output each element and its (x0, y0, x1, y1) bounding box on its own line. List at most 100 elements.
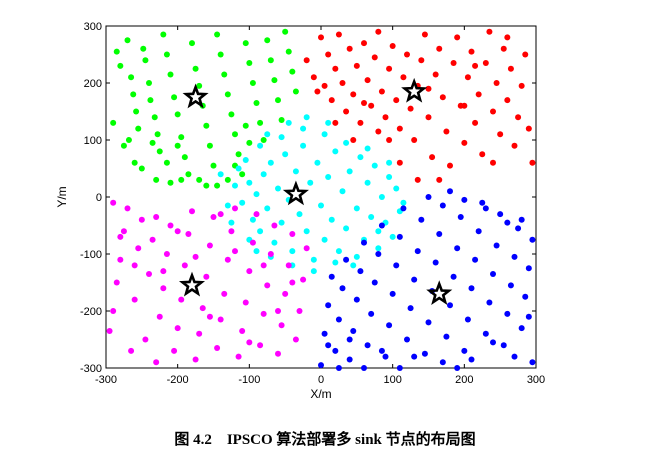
data-point (310, 256, 317, 263)
data-point (353, 62, 360, 69)
data-point (131, 296, 138, 303)
data-point (325, 342, 332, 349)
data-point (253, 211, 260, 218)
data-points (106, 28, 536, 371)
data-point (450, 273, 457, 280)
data-point (479, 199, 486, 206)
data-point (493, 80, 500, 86)
data-point (364, 179, 371, 186)
data-point (149, 139, 156, 146)
data-point (407, 105, 414, 112)
data-point (214, 182, 221, 189)
data-point (278, 117, 285, 124)
x-tick-label: 300 (527, 374, 545, 386)
data-point (479, 151, 486, 158)
data-point (328, 97, 335, 104)
data-point (310, 74, 317, 81)
data-point (486, 299, 493, 306)
data-point (214, 345, 221, 352)
data-point (515, 114, 522, 121)
data-point (325, 174, 332, 181)
data-point (267, 251, 274, 257)
data-point (228, 219, 235, 226)
y-tick-label: -100 (80, 249, 102, 261)
data-point (303, 114, 310, 121)
sink-star-icon (282, 180, 309, 206)
data-point (368, 102, 375, 109)
data-point (203, 273, 210, 280)
data-point (447, 188, 453, 195)
data-point (497, 131, 504, 138)
data-point (174, 325, 181, 332)
data-point (425, 85, 432, 92)
data-point (353, 253, 360, 260)
data-point (206, 242, 213, 249)
data-point (332, 65, 339, 72)
data-point (249, 239, 256, 246)
data-point (439, 359, 446, 366)
figure-caption: 图 4.2 IPSCO 算法部署多 sink 节点的布局图 (174, 432, 476, 448)
data-point (504, 219, 511, 226)
data-point (210, 213, 217, 220)
data-point (242, 40, 249, 47)
data-point (257, 342, 264, 349)
data-point (271, 239, 278, 246)
data-point (296, 211, 303, 218)
data-point (464, 74, 471, 81)
data-point (475, 91, 482, 98)
data-point (292, 168, 299, 175)
data-point (411, 137, 418, 143)
data-point (414, 248, 421, 255)
data-point (278, 134, 285, 141)
data-point (260, 137, 267, 143)
data-point (361, 239, 367, 246)
data-point (389, 290, 396, 297)
data-point (249, 80, 256, 86)
data-point (325, 119, 332, 126)
data-point (199, 305, 206, 312)
data-point (217, 51, 224, 58)
data-point (450, 60, 457, 67)
data-point (378, 194, 385, 200)
data-point (378, 347, 385, 354)
data-point (224, 202, 231, 209)
data-point (378, 222, 385, 229)
data-point (328, 216, 335, 223)
data-point (292, 336, 299, 343)
data-point (253, 99, 260, 106)
data-point (275, 97, 281, 104)
data-point (153, 359, 160, 366)
data-point (224, 91, 231, 98)
data-point (371, 54, 378, 61)
x-tick-label: 100 (383, 374, 401, 386)
data-point (335, 316, 342, 323)
data-point (117, 233, 124, 240)
data-point (318, 34, 324, 41)
data-point (468, 48, 475, 55)
data-point (142, 57, 149, 64)
data-point (529, 159, 536, 166)
data-point (504, 310, 511, 317)
data-point (149, 236, 156, 243)
data-point (464, 316, 471, 323)
data-point (120, 228, 127, 235)
data-point (400, 199, 407, 206)
data-point (332, 148, 339, 155)
data-point (289, 231, 296, 238)
data-point (147, 97, 154, 104)
data-point (364, 145, 371, 152)
data-point (156, 148, 163, 155)
data-point (418, 57, 425, 64)
data-point (346, 336, 353, 343)
data-point (378, 88, 385, 95)
data-point (300, 125, 307, 132)
data-point (171, 347, 178, 354)
data-point (210, 162, 217, 169)
data-point (285, 119, 292, 126)
data-point (468, 285, 475, 292)
data-point (490, 339, 496, 346)
data-point (260, 262, 267, 269)
data-point (174, 142, 181, 149)
data-point (396, 159, 403, 166)
